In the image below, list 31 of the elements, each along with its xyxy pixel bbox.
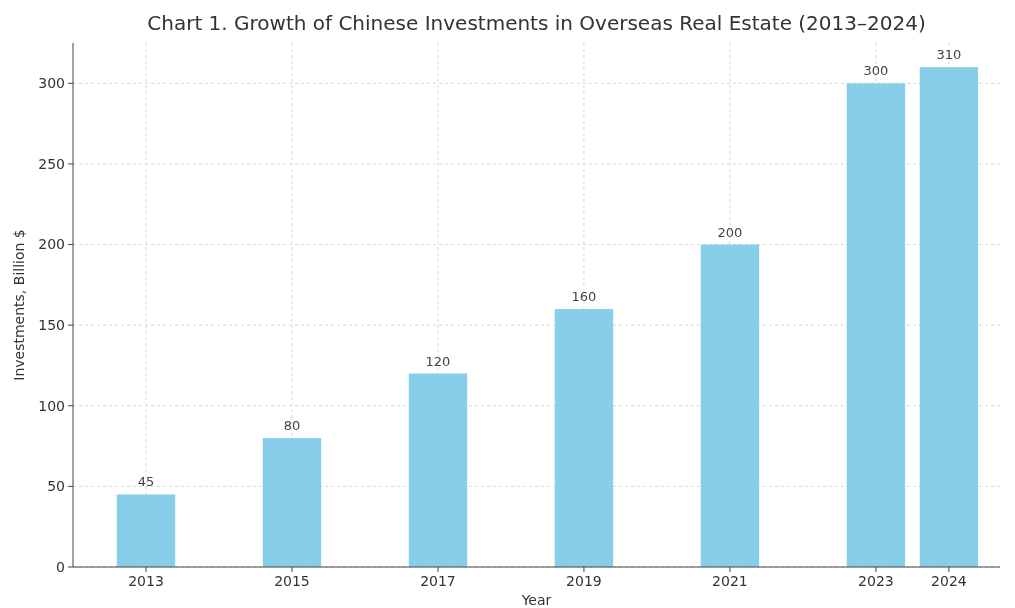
chart-title: Chart 1. Growth of Chinese Investments in Overseas Real Estate (2013–2024) (147, 11, 926, 35)
data-label: 200 (717, 224, 743, 240)
y-tick-label: 250 (38, 155, 65, 172)
data-label: 310 (936, 47, 962, 63)
data-label: 120 (425, 353, 451, 369)
x-tick-label: 2017 (420, 573, 456, 589)
bar (408, 373, 468, 567)
x-tick-label: 2021 (712, 573, 748, 589)
bar (846, 83, 906, 567)
data-label: 300 (863, 63, 889, 79)
x-axis-title: Year (520, 592, 552, 608)
bar (116, 494, 176, 567)
y-tick-label: 100 (38, 397, 65, 414)
x-tick-label: 2024 (931, 573, 967, 589)
bar (919, 67, 979, 567)
data-label: 80 (283, 418, 301, 434)
data-label: 45 (137, 474, 155, 490)
y-tick-label: 200 (38, 236, 65, 253)
data-label: 160 (571, 289, 597, 305)
x-tick-label: 2015 (274, 573, 310, 589)
x-tick-label: 2019 (566, 573, 602, 589)
y-tick-label: 150 (38, 317, 65, 334)
bar (262, 438, 322, 567)
y-axis-title: Investments, Billion $ (11, 229, 27, 381)
x-tick-label: 2023 (858, 573, 894, 589)
bar (554, 309, 614, 567)
x-tick-label: 2013 (128, 573, 164, 589)
y-tick-label: 50 (47, 478, 65, 495)
y-tick-label: 300 (38, 75, 65, 92)
bar (700, 244, 760, 567)
y-tick-label: 0 (56, 558, 65, 575)
